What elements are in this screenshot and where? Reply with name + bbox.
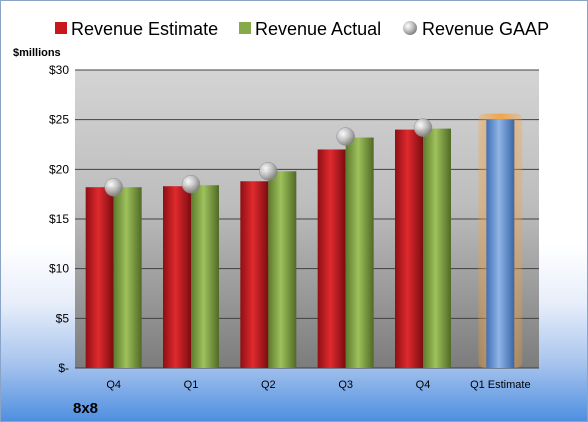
legend-item-estimate: Revenue Estimate [55,19,218,39]
bar-revenue-actual [345,137,374,368]
legend: Revenue Estimate Revenue Actual Revenue … [55,19,549,39]
x-tick-label: Q2 [261,379,276,391]
legend-label-actual: Revenue Actual [255,19,381,39]
x-axis-labels: Q4 Q1 Q2 Q3 Q4 Q1 Estimate [106,379,530,391]
company-name: 8x8 [73,400,98,417]
legend-label-gaap: Revenue GAAP [422,19,549,39]
bar-revenue-estimate [163,186,191,368]
bar-revenue-estimate [85,187,114,368]
marker-revenue-gaap [413,118,433,137]
y-tick-label: $25 [49,113,69,127]
legend-item-actual: Revenue Actual [239,19,381,39]
bar-revenue-actual [113,187,142,368]
x-tick-label: Q3 [338,379,353,391]
y-tick-label: $30 [49,63,69,77]
bar-revenue-estimate-future [486,119,515,369]
y-tick-label: $15 [49,212,69,226]
bars [85,113,523,369]
y-tick-label: $- [58,361,69,375]
bar-revenue-estimate [395,129,423,368]
bar-revenue-actual [423,128,451,368]
y-axis-unit-label: $millions [13,47,61,59]
y-tick-label: $10 [49,262,69,276]
x-tick-label: Q1 [184,379,199,391]
marker-revenue-gaap [181,174,201,194]
bar-revenue-estimate [317,149,346,368]
x-tick-label: Q1 Estimate [470,379,531,391]
bar-revenue-estimate [240,181,269,368]
y-tick-label: $20 [49,162,69,176]
gaap-markers [104,118,433,197]
x-tick-label: Q4 [106,379,121,391]
marker-revenue-gaap [259,162,278,181]
bar-revenue-actual [268,171,297,368]
marker-revenue-gaap [336,127,355,146]
marker-revenue-gaap [104,177,123,197]
legend-swatch-estimate [55,22,67,34]
legend-item-gaap: Revenue GAAP [403,19,549,39]
x-tick-label: Q4 [416,379,431,391]
gridlines [75,69,539,369]
legend-label-estimate: Revenue Estimate [71,19,218,39]
y-axis-ticks: $- $5 $10 $15 $20 $25 $30 [49,63,69,375]
y-tick-label: $5 [56,311,70,325]
legend-swatch-actual [239,22,251,34]
bar-revenue-actual [191,185,219,368]
legend-marker-gaap [403,21,417,35]
